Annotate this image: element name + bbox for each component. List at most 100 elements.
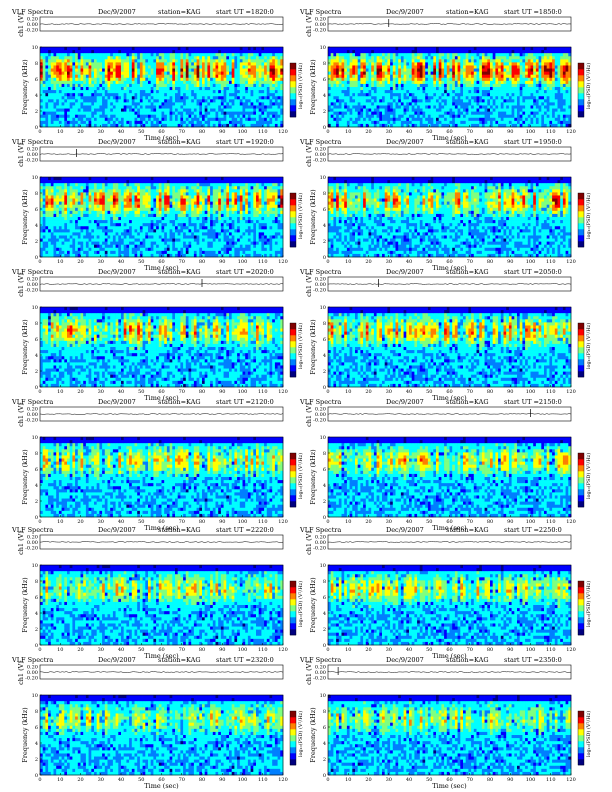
spectrogram-cell <box>151 84 154 87</box>
spectrogram-cell <box>43 121 46 124</box>
spectrogram-cell <box>175 59 178 62</box>
spectrogram-cell <box>97 65 100 68</box>
spectrogram-cell <box>89 105 92 108</box>
spectrogram-cell <box>183 112 186 115</box>
spectrogram-cell <box>186 84 189 87</box>
spectrogram-cell <box>67 62 70 65</box>
spectrogram-cell <box>126 72 129 75</box>
spectrogram-cell <box>162 99 165 102</box>
spectrogram-cell <box>75 99 78 102</box>
spectrogram-cell <box>186 62 189 65</box>
spectrogram-cell <box>143 78 146 81</box>
spectrogram-cell <box>180 90 183 93</box>
spectrogram-cell <box>145 99 148 102</box>
spectrogram-cell <box>159 69 162 72</box>
spectrogram-cell <box>105 84 108 87</box>
spectrogram-cell <box>121 102 124 105</box>
spectrogram-cell <box>159 87 162 90</box>
spectrogram-cell <box>129 50 132 53</box>
spectrogram-cell <box>140 112 143 115</box>
spectrogram-cell <box>129 81 132 84</box>
spectrogram-cell <box>194 102 197 105</box>
spectrogram-cell <box>159 99 162 102</box>
spectrogram-cell <box>164 102 167 105</box>
spectrogram-cell <box>145 62 148 65</box>
spectrogram-cell <box>167 109 170 112</box>
spectrogram-cell <box>102 69 105 72</box>
spectrogram-cell <box>45 87 48 90</box>
spectrogram-cell <box>164 121 167 124</box>
spectrogram-cell <box>172 102 175 105</box>
spectrogram-cell <box>99 81 102 84</box>
spectrogram-cell <box>113 47 116 50</box>
spectrogram-cell <box>113 90 116 93</box>
spectrogram-cell <box>86 72 89 75</box>
spectrogram-cell <box>126 69 129 72</box>
spectrogram-cell <box>135 78 138 81</box>
spectrogram-cell <box>162 105 165 108</box>
spectrogram-cell <box>108 50 111 53</box>
spectrogram-cell <box>126 99 129 102</box>
spectrogram-cell <box>56 72 59 75</box>
spectrogram-cell <box>202 99 205 102</box>
spectrogram-cell <box>148 53 151 56</box>
spectrogram-cell <box>189 56 192 59</box>
spectrogram-cell <box>89 102 92 105</box>
spectrogram-cell <box>189 112 192 115</box>
spectrogram-cell <box>172 99 175 102</box>
spectrogram-cell <box>67 47 70 50</box>
spectrogram-cell <box>162 96 165 99</box>
spectrogram-cell <box>81 93 84 96</box>
spectrogram-cell <box>108 47 111 50</box>
spectrogram-cell <box>116 53 119 56</box>
spectrogram-cell <box>175 53 178 56</box>
spectrogram-cell <box>175 87 178 90</box>
spectrogram-cell <box>83 59 86 62</box>
spectrogram-cell <box>110 56 113 59</box>
spectrogram-cell <box>178 56 181 59</box>
spectrogram-cell <box>72 112 75 115</box>
spectrogram-cell <box>167 105 170 108</box>
spectrogram-cell <box>89 53 92 56</box>
spectrogram-cell <box>199 72 202 75</box>
spectrogram-cell <box>167 93 170 96</box>
spectrogram-cell <box>126 84 129 87</box>
spectrogram-cell <box>170 56 173 59</box>
spectrogram-cell <box>72 109 75 112</box>
spectrogram-cell <box>129 87 132 90</box>
spectrogram-cell <box>189 69 192 72</box>
spectrogram-cell <box>121 47 124 50</box>
spectrogram-cell <box>164 90 167 93</box>
spectrogram-cell <box>108 53 111 56</box>
spectrogram-cell <box>159 121 162 124</box>
spectrogram-cell <box>140 75 143 78</box>
spectrogram-cell <box>48 118 51 121</box>
spectrogram-cell <box>194 65 197 68</box>
spectrogram-cell <box>116 96 119 99</box>
spectrogram-cell <box>189 118 192 121</box>
spectrogram-cell <box>99 121 102 124</box>
spectrogram-cell <box>145 109 148 112</box>
spectrogram-cell <box>72 115 75 118</box>
spectrogram-cell <box>70 84 73 87</box>
spectrogram-cell <box>67 121 70 124</box>
spectrogram-cell <box>48 78 51 81</box>
spectrogram-cell <box>75 47 78 50</box>
spectrogram-cell <box>135 93 138 96</box>
spectrogram-cell <box>126 62 129 65</box>
spectrogram-cell <box>151 90 154 93</box>
spectrogram-cell <box>132 72 135 75</box>
spectrogram-cell <box>118 65 121 68</box>
spectrogram-cell <box>186 112 189 115</box>
spectrogram-cell <box>199 47 202 50</box>
spectrogram-cell <box>189 109 192 112</box>
spectrogram-cell <box>118 75 121 78</box>
spectrogram-cell <box>78 99 81 102</box>
spectrogram-cell <box>78 96 81 99</box>
spectrogram-cell <box>70 93 73 96</box>
spectrogram-cell <box>67 99 70 102</box>
spectrogram-cell <box>180 84 183 87</box>
spectrogram-cell <box>180 121 183 124</box>
spectrogram-cell <box>121 105 124 108</box>
spectrogram-cell <box>164 115 167 118</box>
